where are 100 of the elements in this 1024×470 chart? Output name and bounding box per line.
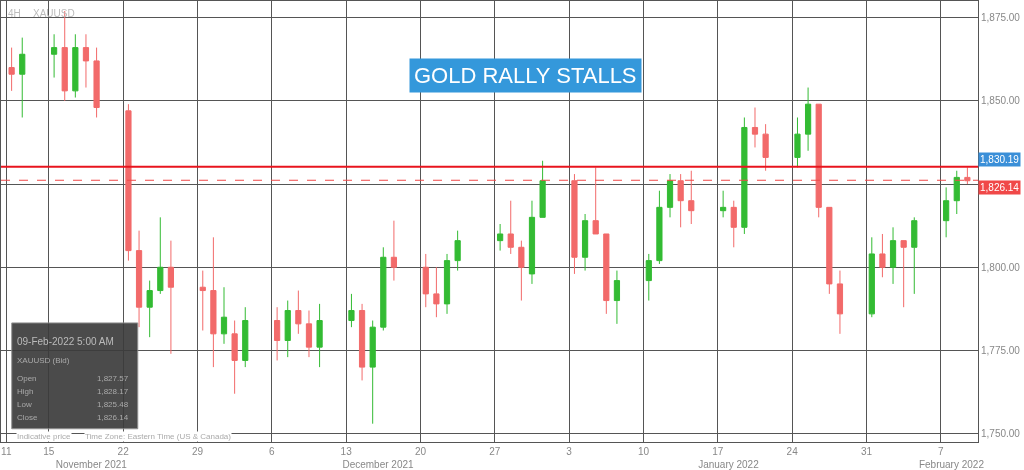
candlestick: [422, 253, 429, 308]
candlestick: [369, 320, 376, 425]
candlestick: [603, 233, 610, 315]
x2-tick-label: December 2021: [342, 459, 414, 470]
annotation: Close: [17, 413, 38, 422]
annotation: 09-Feb-2022 5:00 AM: [17, 336, 114, 347]
candlestick: [571, 173, 578, 275]
candlestick: [964, 166, 971, 185]
candlestick: [146, 280, 153, 338]
candlestick: [135, 230, 143, 328]
x-tick-label: 3: [566, 446, 573, 457]
text: GOLD RALLY STALLS: [414, 63, 637, 88]
y-tick-label: 1,875.00: [981, 12, 1021, 24]
candlestick: [666, 173, 674, 218]
x2-tick-label: January 2022: [698, 459, 760, 470]
candlestick: [454, 230, 461, 272]
candlestick: [889, 226, 897, 285]
candlestick: [167, 240, 175, 355]
y-tick-label: 1,800.00: [981, 261, 1021, 273]
candlestick: [348, 293, 355, 328]
x-tick-label: 20: [414, 446, 427, 457]
x2-tick-label: February 2022: [918, 459, 985, 470]
candlestick: [305, 310, 313, 358]
annotation: Indicative price: [17, 432, 71, 441]
candlestick: [125, 103, 132, 262]
candlestick: [656, 190, 663, 265]
candlestick: [19, 37, 26, 118]
candlestick: [82, 33, 90, 89]
candlestick: [953, 170, 960, 215]
annotation: Time Zone: Eastern Time (US & Canada): [85, 432, 232, 441]
candlestick: [295, 290, 302, 335]
annotation: 1,827.57: [97, 374, 129, 383]
annotation: Open: [17, 374, 37, 383]
annotation: 1,825.48: [97, 400, 129, 409]
candlestick: [762, 123, 769, 172]
x-tick-label: 11: [1, 446, 12, 457]
candlestick: [751, 107, 759, 148]
candlestick: [688, 170, 695, 225]
candlestick: [794, 116, 801, 168]
candlestick: [8, 47, 15, 92]
candlestick: [826, 206, 833, 295]
candlestick: [911, 216, 918, 295]
x-tick-label: 6: [269, 446, 276, 457]
x2-tick-label: November 2021: [55, 459, 128, 470]
candlestick: [433, 266, 440, 318]
y-tick-label: 1,775.00: [981, 344, 1021, 356]
candlestick: [581, 213, 589, 272]
annotation: 1,828.17: [97, 387, 129, 396]
candlestick: [507, 200, 514, 255]
annotation: 1,826.14: [97, 413, 129, 422]
candlestick: [284, 300, 291, 358]
candlestick: [943, 186, 950, 238]
candlestick: [836, 270, 844, 335]
x-tick-label: 22: [117, 446, 130, 457]
x-tick-label: 24: [786, 446, 799, 457]
candlestick: [316, 303, 323, 368]
candlestick: [274, 306, 281, 361]
candlestick: [72, 33, 79, 99]
ref-line-label: 1,826.14: [980, 182, 1020, 193]
x-tick-label: 17: [712, 446, 724, 457]
annotation: High: [17, 387, 34, 396]
y-tick-label: 1,750.00: [981, 428, 1021, 440]
x-tick-label: 27: [489, 446, 501, 457]
ref-line-label: 1,830.19: [980, 154, 1020, 165]
candlestick: [528, 200, 536, 285]
candlestick: [443, 253, 451, 315]
candlestick: [539, 160, 546, 218]
candlestick: [879, 233, 886, 278]
candlestick: [220, 286, 228, 345]
candlestick: [380, 246, 387, 331]
x-tick-label: 10: [637, 446, 650, 457]
candlestick: [390, 220, 398, 282]
candlestick: [868, 236, 875, 318]
y-tick-label: 1,850.00: [981, 95, 1021, 107]
candlestick: [51, 33, 58, 79]
x-tick-label: 29: [191, 446, 204, 457]
annotation: XAUUSD (Bid): [17, 356, 70, 365]
candlestick: [804, 87, 812, 152]
x-tick-label: 15: [43, 446, 55, 457]
candlestick: [815, 103, 822, 218]
x-tick-label: 31: [860, 446, 873, 457]
x-tick-label: 13: [340, 446, 353, 457]
candlestick: [231, 320, 238, 395]
candlestick: [613, 270, 621, 325]
candlestick: [518, 240, 525, 302]
candlestick: [242, 306, 249, 368]
candlestick: [210, 236, 217, 368]
candlestick: [157, 216, 164, 295]
annotation: 4H: [8, 8, 21, 19]
candlestick: [592, 166, 599, 235]
candlestick: [720, 190, 727, 218]
annotation: Low: [17, 400, 32, 409]
candlestick: [730, 200, 737, 248]
x-tick-label: 7: [938, 446, 945, 457]
candlestick: [358, 303, 366, 381]
candlestick: [741, 116, 748, 235]
candlestick: [645, 253, 652, 302]
candlestick: [93, 47, 100, 118]
candlestick: [677, 173, 684, 228]
candlestick: [497, 223, 504, 252]
